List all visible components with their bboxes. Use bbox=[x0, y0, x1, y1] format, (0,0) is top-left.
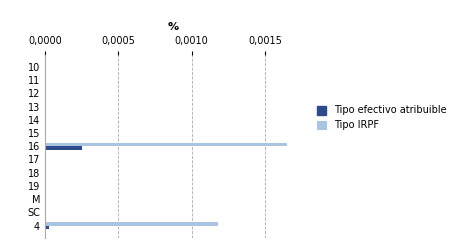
Bar bbox=[45, 226, 49, 229]
X-axis label: %: % bbox=[168, 22, 179, 32]
Legend: Tipo efectivo atribuible, Tipo IRPF: Tipo efectivo atribuible, Tipo IRPF bbox=[317, 106, 447, 130]
Bar bbox=[45, 142, 287, 146]
Bar bbox=[45, 222, 218, 226]
Bar bbox=[45, 146, 81, 150]
